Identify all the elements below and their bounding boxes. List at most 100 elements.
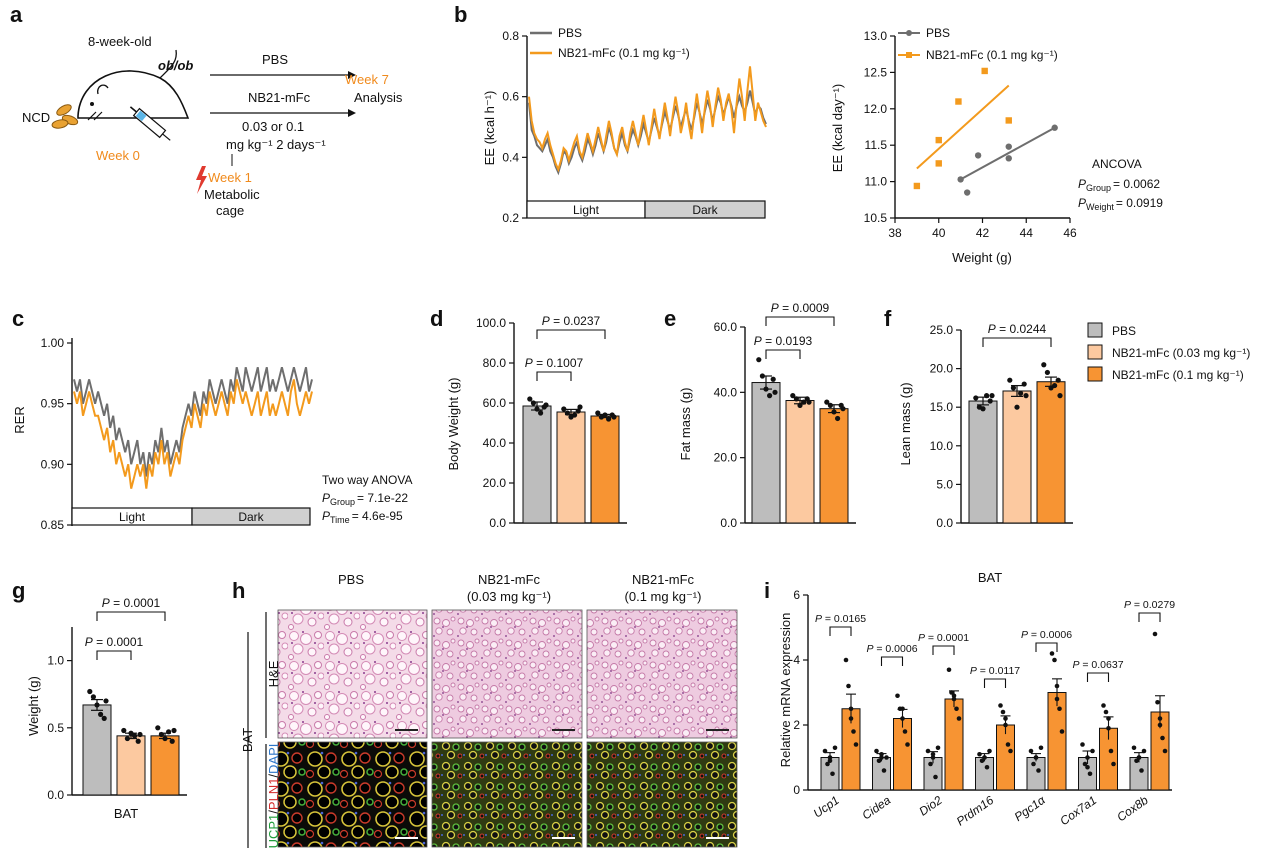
b-right-legend-pbs-marker: [906, 30, 912, 36]
g-datapoint: [171, 727, 177, 734]
b-right-point-treatment: [1005, 117, 1012, 124]
e-datapoint: [772, 389, 778, 395]
i-datapoint: [853, 742, 859, 747]
f-datapoint: [1041, 362, 1047, 368]
he-image-low-dose: [431, 609, 583, 739]
if-image-low-dose: [431, 741, 583, 848]
d-datapoint: [602, 412, 608, 418]
chart-b-energy-expenditure: EE (kcal h⁻¹) 0.2 0.4 0.6 0.8 Light Dark PB…: [482, 26, 767, 225]
i-datapoint: [1162, 748, 1168, 754]
g-significance-bracket: [96, 650, 132, 660]
b-right-xtick-label: 38: [888, 226, 902, 240]
b-right-ytick-label: 12.5: [864, 65, 888, 79]
i-datapoint: [1049, 651, 1055, 656]
c-dark-bar: [191, 507, 311, 526]
i-ytick-label: 2: [793, 718, 800, 732]
arrowhead-treatment: [348, 109, 356, 117]
i-datapoint: [998, 703, 1003, 708]
h-row1-label: H&E: [266, 660, 281, 687]
b-right-ytick-label: 13.0: [864, 29, 888, 43]
i-datapoint: [1139, 768, 1144, 773]
f-datapoint: [989, 393, 995, 399]
i-datapoint: [1111, 761, 1116, 767]
g-datapoint: [98, 711, 104, 717]
h-col2-dose: (0.03 mg kg⁻¹): [467, 589, 551, 604]
chart-d-body-weight: Body Weight (g) 0.0 20.0 40.0 60.0 80.0 100.0…: [446, 314, 627, 530]
d-bar: [556, 411, 586, 524]
i-datapoint: [1036, 768, 1041, 773]
c-stats-test: Two way ANOVA: [322, 473, 412, 487]
g-datapoint: [87, 688, 93, 695]
b-right-point-pbs: [1005, 143, 1012, 150]
i-datapoint: [987, 748, 992, 754]
i-datapoint: [1005, 742, 1011, 747]
b-left-dark-bar: [644, 200, 766, 219]
i-significance-bracket: [983, 678, 1007, 688]
b-right-point-pbs: [1051, 124, 1058, 131]
i-datapoint: [1090, 748, 1095, 754]
panel-label-a: a: [10, 2, 23, 27]
i-xtick-label: Prdm16: [954, 793, 997, 829]
i-datapoint: [1134, 758, 1139, 764]
g-datapoint: [128, 730, 134, 736]
i-ytick-label: 6: [793, 588, 800, 602]
i-datapoint: [1141, 748, 1147, 754]
chart-f-lean-mass: Lean mass (g) 0.0 5.0 10.0 15.0 20.0 25.0 P = …: [898, 322, 1073, 530]
i-datapoint: [1038, 745, 1044, 751]
d-ytick-label: 0.0: [489, 516, 506, 530]
b-right-ytick-label: 12.0: [864, 102, 888, 116]
b-right-xtick-label: 44: [1020, 226, 1034, 240]
f-datapoint: [1057, 393, 1063, 399]
i-bar: [872, 757, 891, 791]
b-right-legend-pbs: PBS: [926, 26, 950, 40]
b-left-legend-trt: NB21-mFc (0.1 mg kg⁻¹): [558, 46, 690, 60]
c-stats-ptime: PTime = 4.6e-95: [322, 509, 403, 525]
c-stats-pgroup: PGroup = 7.1e-22: [322, 491, 408, 507]
d-ytick-label: 80.0: [483, 356, 507, 370]
f-datapoint: [1055, 377, 1061, 383]
i-significance-bracket: [829, 626, 852, 636]
b-right-marks-group: [913, 67, 1058, 196]
f-ytick-label: 15.0: [930, 400, 954, 414]
i-datapoint: [1157, 722, 1163, 728]
i-bar: [975, 757, 994, 791]
h-row2-label: UCP1/PLN1/DAPI: [266, 744, 281, 849]
i-datapoint: [825, 761, 830, 767]
i-datapoint: [954, 706, 959, 712]
h-tissue-label: BAT: [240, 728, 255, 752]
i-datapoint: [979, 758, 985, 764]
f-datapoint: [1018, 390, 1024, 396]
b-right-legend-trt-marker: [906, 52, 912, 58]
panel-a-schematic: 8-week-old ob/ob NCD Week 0 PBS NB21-mFc…: [22, 34, 403, 218]
i-pvalue: P = 0.0637: [1072, 659, 1123, 671]
i-datapoint: [951, 696, 957, 702]
g-datapoint: [155, 725, 161, 731]
i-significance-bracket: [1035, 642, 1058, 652]
i-datapoint: [977, 751, 982, 757]
i-xtick-label: Pgc1α: [1012, 792, 1049, 824]
i-bar: [996, 724, 1015, 791]
legend-treatment-groups: PBS NB21-mFc (0.03 mg kg⁻¹) NB21-mFc (0.…: [1087, 322, 1250, 382]
panel-label-e: e: [664, 306, 676, 331]
i-datapoint: [1085, 764, 1090, 770]
i-datapoint: [1101, 703, 1106, 708]
i-datapoint: [1000, 709, 1006, 715]
e-bar: [751, 382, 781, 524]
i-datapoint: [879, 755, 884, 760]
c-ytick-group: 0.85 0.90 0.95 1.00: [41, 336, 72, 532]
week0-label: Week 0: [96, 148, 140, 163]
e-ylabel: Fat mass (g): [678, 388, 693, 461]
e-datapoint: [835, 415, 841, 422]
i-title: BAT: [978, 570, 1002, 585]
i-significance-bracket: [932, 645, 955, 655]
e-datapoint: [827, 402, 834, 408]
cage-label: cage: [216, 203, 244, 218]
legend-pbs: PBS: [1112, 324, 1136, 338]
group-treatment-label: NB21-mFc: [248, 90, 311, 105]
i-ylabel: Relative mRNA expression: [778, 613, 793, 768]
e-bar: [819, 408, 849, 524]
b-left-series-treatment-line: [528, 66, 767, 173]
d-bar: [590, 415, 620, 524]
if-image-pbs: [277, 741, 428, 848]
